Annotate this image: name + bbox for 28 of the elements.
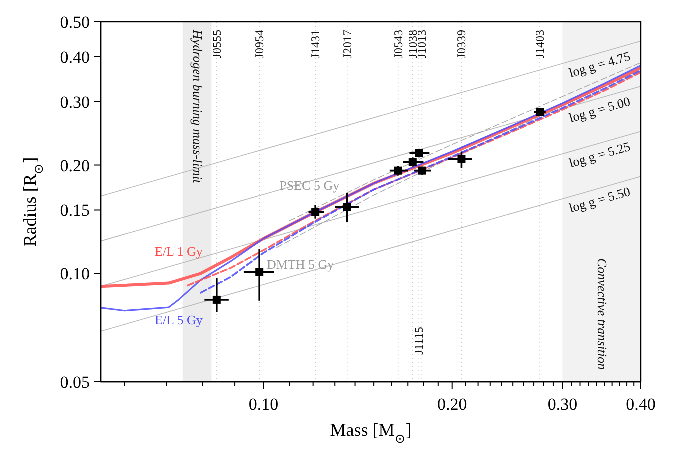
y-tick-label: 0.50 [60,13,90,32]
ref-line-label: J0339 [454,30,469,59]
y-tick-label: 0.20 [60,156,90,176]
y-tick-label: 0.15 [60,201,90,220]
annotation: J1115 [412,327,426,355]
x-tick-label: 0.10 [248,395,279,414]
text: log g = 5.25 [567,138,632,171]
ref-line-label: J0543 [391,30,406,59]
series-label: E/L 1 Gy [155,244,204,259]
series-label: E/L 5 Gy [155,312,204,328]
text: log g = 4.75 [567,48,632,80]
x-axis-title: Mass [M$_{⊙}$] [330,420,412,446]
y-tick-label: 0.40 [60,48,90,67]
x-tick-label: 0.20 [437,395,468,414]
band-label: Convective transition [594,258,610,370]
ref-line-label: J0954 [252,30,267,59]
ref-line-label: J1431 [308,30,323,59]
x-tick-label: 0.40 [626,395,656,414]
ref-line-label: J2017 [340,30,354,59]
y-tick-label: 0.30 [60,92,90,112]
band-label: Hydrogen burning mass-limit [190,29,206,184]
y-tick-label: 0.10 [60,264,90,284]
x-tick-label: 0.30 [548,395,578,414]
y-tick-label: 0.05 [60,373,90,392]
ref-line-label: J0555 [210,30,224,59]
text: log g = 5.00 [567,94,632,126]
text: log g = 5.50 [567,184,632,216]
ref-line-label: J1403 [533,30,548,59]
